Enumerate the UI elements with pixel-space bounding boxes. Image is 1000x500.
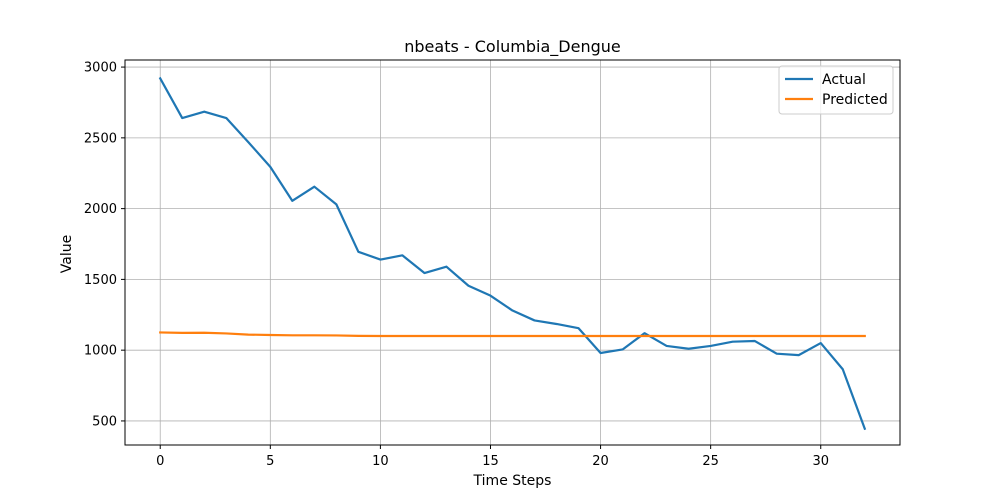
series-line-predicted: [159, 331, 866, 338]
x-tick-label: 30: [812, 454, 829, 469]
series-layer: [158, 76, 867, 431]
plot-frame: [124, 59, 901, 446]
x-tick-label: 20: [592, 454, 609, 469]
x-tick-label: 10: [372, 454, 389, 469]
x-axis-label: Time Steps: [473, 473, 552, 489]
y-tick-label: 1000: [84, 344, 117, 359]
y-tick-label: 2000: [84, 202, 117, 217]
x-tick-label: 5: [266, 454, 274, 469]
y-tick-label: 500: [92, 414, 117, 429]
x-tick-label: 15: [482, 454, 499, 469]
y-axis: 500 1000 1500 2000 2500 3000: [84, 61, 125, 429]
y-tick-label: 3000: [84, 61, 117, 76]
legend: Actual Predicted: [778, 65, 894, 115]
x-axis: 0 5 10 15 20 25 30: [156, 445, 829, 469]
y-tick-label: 2500: [84, 131, 117, 146]
y-axis-label: Value: [59, 235, 75, 273]
grid: [125, 60, 900, 445]
x-tick-label: 25: [702, 454, 719, 469]
series-line-actual: [158, 76, 867, 431]
x-tick-label: 0: [156, 454, 164, 469]
y-tick-label: 1500: [84, 273, 117, 288]
chart-title: nbeats - Columbia_Dengue: [404, 37, 620, 57]
legend-label-actual: Actual: [822, 72, 866, 88]
legend-label-predicted: Predicted: [822, 92, 888, 108]
